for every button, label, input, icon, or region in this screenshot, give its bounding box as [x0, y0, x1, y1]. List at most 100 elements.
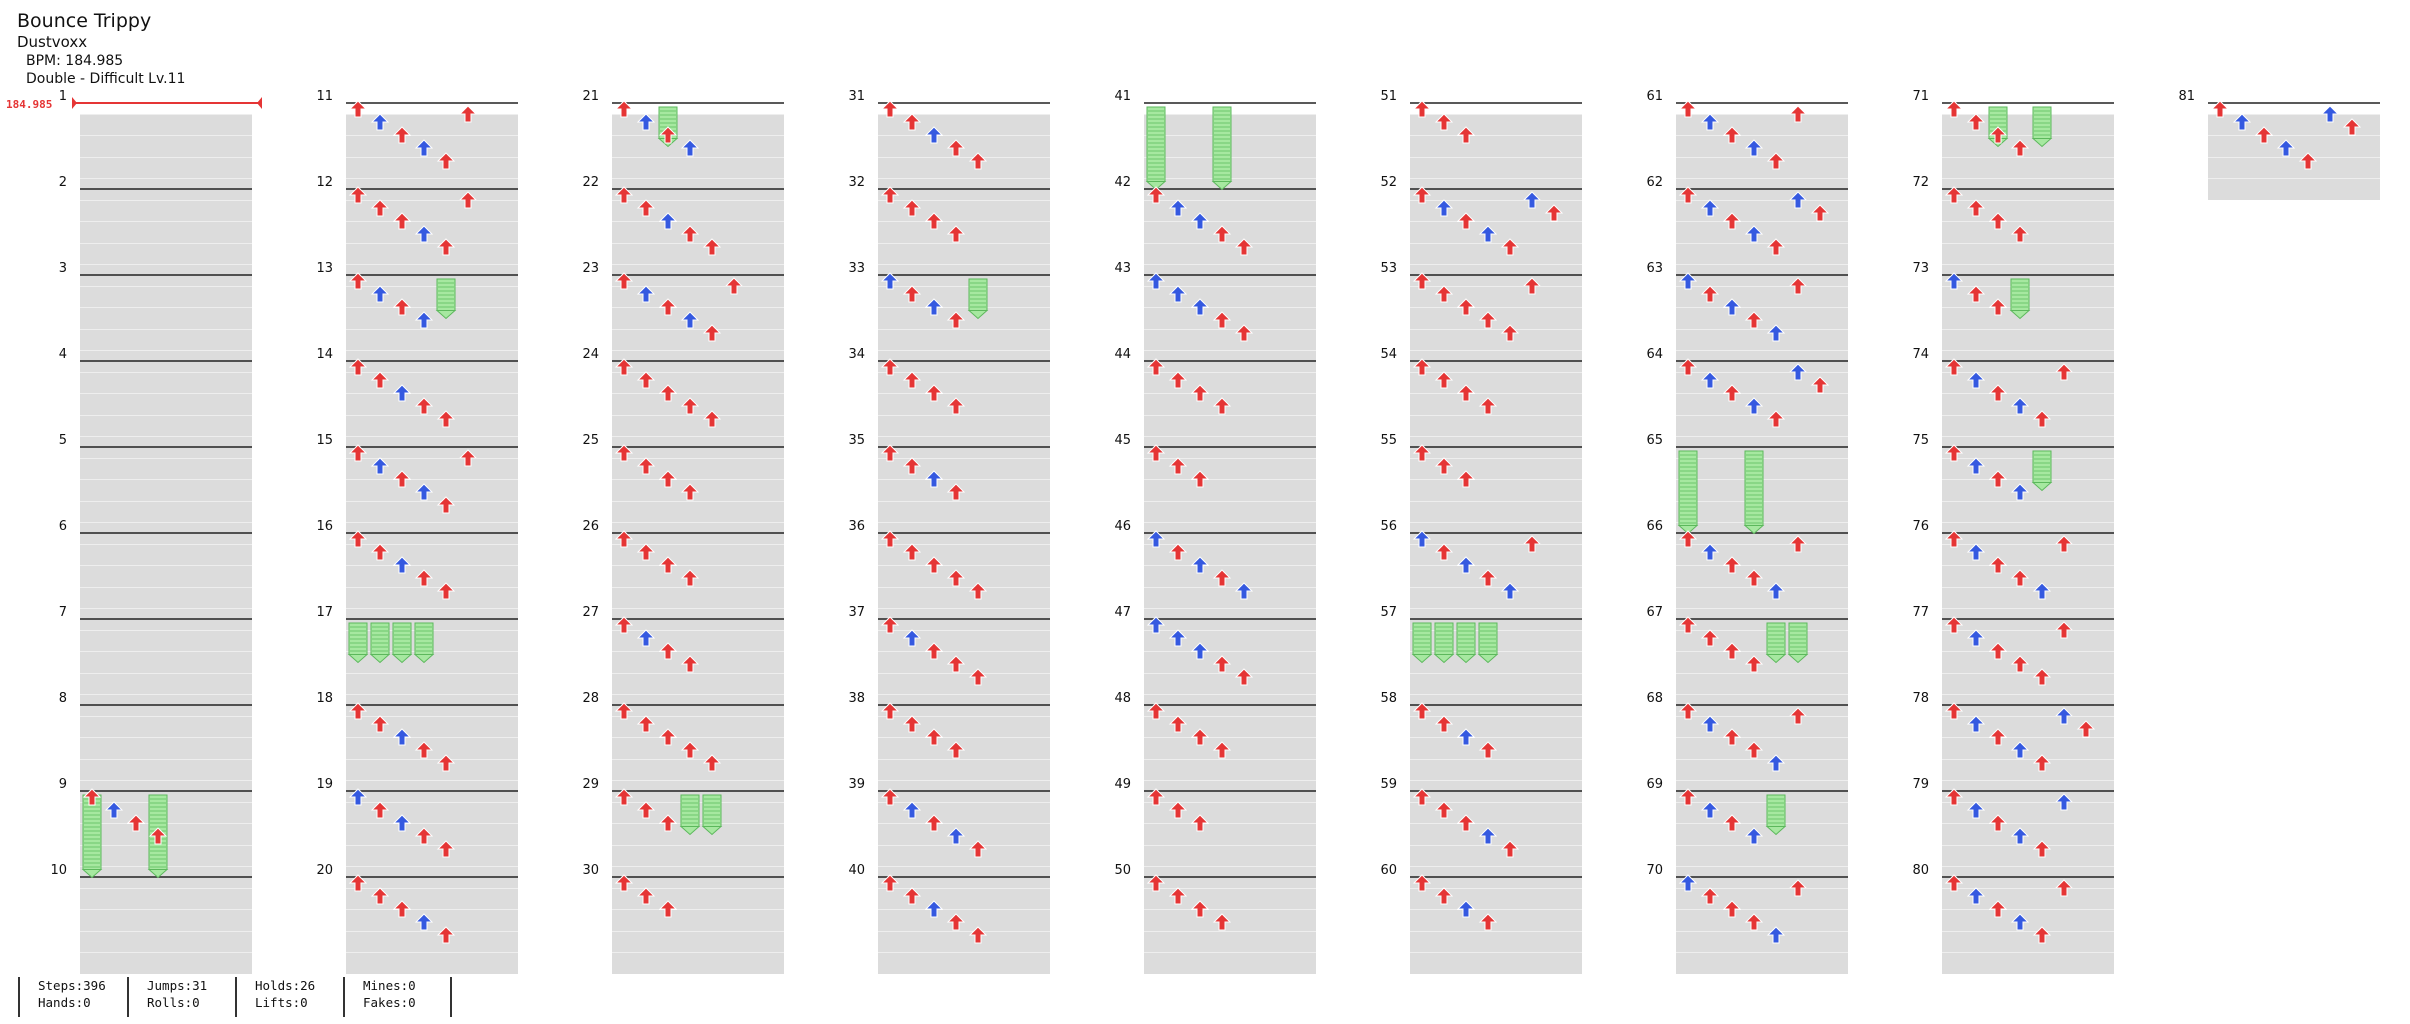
bpm-marker-start: [72, 97, 77, 109]
song-artist: Dustvoxx: [17, 33, 88, 51]
measure-band: [1942, 544, 2114, 566]
measure-band: [1410, 931, 1582, 953]
measure-band: [612, 329, 784, 351]
measure-band: [1676, 931, 1848, 953]
blue-arrow-note: [636, 285, 656, 303]
hold-note: [2031, 450, 2053, 492]
measure-band: [346, 222, 518, 243]
red-arrow-note: [658, 126, 678, 144]
blue-arrow-note: [902, 629, 922, 647]
hold-note: [1477, 622, 1499, 664]
measure-band: [612, 716, 784, 738]
red-arrow-note: [1744, 655, 1764, 673]
red-arrow-note: [82, 788, 102, 806]
measure-number: 54: [1380, 347, 1397, 362]
red-arrow-note: [2054, 363, 2074, 381]
measure-band: [612, 910, 784, 931]
red-arrow-note: [1190, 814, 1210, 832]
red-arrow-note: [348, 444, 368, 462]
red-arrow-note: [1234, 324, 1254, 342]
red-arrow-note: [1988, 470, 2008, 488]
measure-band: [878, 824, 1050, 845]
red-arrow-note: [1722, 900, 1742, 918]
measure-number: 44: [1114, 347, 1131, 362]
measure-band: [1144, 222, 1316, 243]
hold-note: [679, 794, 701, 836]
measure-band: [1410, 458, 1582, 480]
blue-arrow-note: [1456, 556, 1476, 574]
blue-arrow-note: [392, 728, 412, 746]
red-arrow-note: [370, 801, 390, 819]
measure-number: 71: [1912, 89, 1929, 104]
red-arrow-note: [348, 100, 368, 118]
measure-number: 79: [1912, 777, 1929, 792]
measure-band: [80, 716, 252, 738]
hold-note: [1145, 106, 1167, 191]
measure-number: 15: [316, 433, 333, 448]
red-arrow-note: [414, 397, 434, 415]
red-arrow-note: [1766, 238, 1786, 256]
measure-band: [1942, 566, 2114, 587]
measure-band: [2208, 136, 2380, 157]
measure-band: [346, 953, 518, 974]
measure-band: [612, 157, 784, 179]
measure-number: 35: [848, 433, 865, 448]
blue-arrow-note: [1168, 629, 1188, 647]
blue-arrow-note: [1190, 556, 1210, 574]
measure-band: [1942, 157, 2114, 179]
red-arrow-note: [946, 569, 966, 587]
hold-note: [1455, 622, 1477, 664]
red-arrow-note: [1412, 358, 1432, 376]
red-arrow-note: [946, 483, 966, 501]
blue-arrow-note: [1678, 272, 1698, 290]
measure-band: [346, 136, 518, 157]
red-arrow-note: [1678, 100, 1698, 118]
red-arrow-note: [968, 668, 988, 686]
red-arrow-note: [1944, 444, 1964, 462]
red-arrow-note: [1478, 311, 1498, 329]
measure-band: [612, 286, 784, 308]
measure-band: [1942, 501, 2114, 523]
measure-band: [878, 329, 1050, 351]
measure-band: [1676, 673, 1848, 695]
measure-band: [1942, 136, 2114, 157]
blue-arrow-note: [1966, 543, 1986, 561]
measure-number: 69: [1646, 777, 1663, 792]
measure-band: [346, 329, 518, 351]
measure-band: [1942, 802, 2114, 824]
red-arrow-note: [1722, 814, 1742, 832]
measure-band: [80, 501, 252, 523]
red-arrow-note: [1722, 642, 1742, 660]
measure-band: [1144, 544, 1316, 566]
measure-band: [878, 630, 1050, 652]
blue-arrow-note: [414, 139, 434, 157]
measure-band: [1676, 136, 1848, 157]
red-arrow-note: [880, 444, 900, 462]
red-arrow-note: [2298, 152, 2318, 170]
red-arrow-note: [880, 788, 900, 806]
red-arrow-note: [614, 358, 634, 376]
blue-arrow-note: [880, 272, 900, 290]
measure-band: [1676, 802, 1848, 824]
blue-arrow-note: [1500, 582, 1520, 600]
blue-arrow-note: [414, 913, 434, 931]
stat-jumps: Jumps:31: [147, 978, 208, 993]
blue-arrow-note: [1146, 530, 1166, 548]
red-arrow-note: [680, 655, 700, 673]
measure-band: [346, 394, 518, 415]
red-arrow-note: [126, 814, 146, 832]
measure-band: [1676, 587, 1848, 609]
red-arrow-note: [1168, 457, 1188, 475]
measure-number: 28: [582, 691, 599, 706]
red-arrow-note: [924, 728, 944, 746]
red-arrow-note: [1434, 715, 1454, 733]
measure-number: 12: [316, 175, 333, 190]
measure-band: [878, 480, 1050, 501]
red-arrow-note: [348, 874, 368, 892]
measure-band: [346, 200, 518, 222]
measure-band: [1410, 652, 1582, 673]
measure-number: 8: [59, 691, 67, 706]
red-arrow-note: [1412, 444, 1432, 462]
measure-lines: [80, 102, 2380, 878]
red-arrow-note: [2054, 879, 2074, 897]
